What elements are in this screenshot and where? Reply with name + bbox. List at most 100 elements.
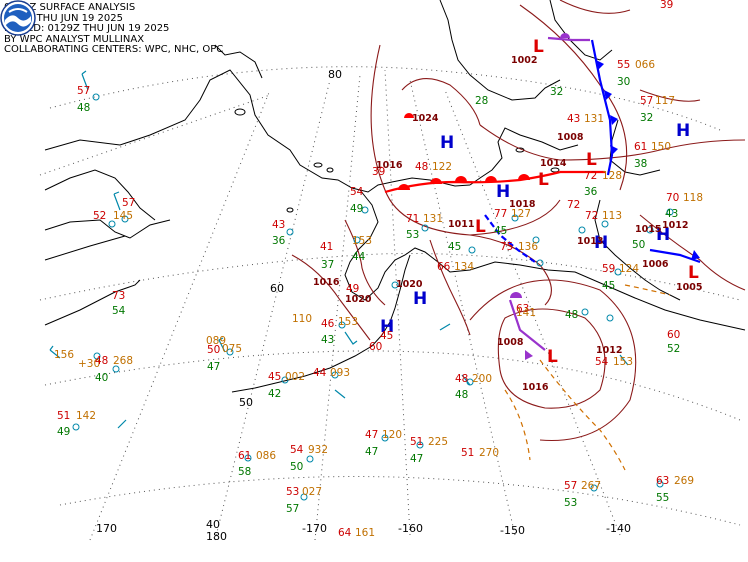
station: 51 49 142 — [57, 410, 96, 438]
svg-text:45: 45 — [494, 225, 507, 237]
station: 72 43 113 — [585, 208, 678, 222]
station: 55 30 066 — [617, 59, 655, 88]
svg-text:110: 110 — [292, 313, 312, 325]
svg-text:45: 45 — [268, 371, 281, 383]
svg-text:73: 73 — [112, 290, 125, 302]
station: 60 52 — [667, 329, 680, 355]
low-center-value: 1014 — [540, 158, 567, 169]
pressure-centers: L 1002 H 1024 L 1008 L 1014 1018 H L 101… — [345, 37, 702, 367]
station: 54 153 — [595, 356, 633, 368]
lon-label-m160: -160 — [398, 522, 423, 535]
station: 156 +30 — [54, 349, 100, 370]
svg-text:37: 37 — [321, 259, 334, 271]
lat-label-40: 40 — [206, 518, 220, 531]
header-analyst: BY WPC ANALYST MULLINAX — [4, 33, 145, 45]
coastline — [44, 0, 746, 393]
svg-text:47: 47 — [365, 429, 378, 441]
svg-text:40: 40 — [95, 372, 108, 384]
low-center-value: 1011 — [448, 219, 474, 230]
station: 37 — [321, 259, 334, 271]
station: 51 47 225 — [410, 436, 448, 465]
grid-labels: 80 60 50 40 170 180 -170 -160 -150 -140 — [96, 68, 631, 543]
high-center-value: 1012 — [662, 220, 688, 231]
svg-text:42: 42 — [268, 388, 281, 400]
high-center: H — [594, 233, 608, 253]
isobar-label: 1016 — [376, 160, 403, 171]
station: 75 136 — [500, 241, 538, 253]
station: 72 128 — [584, 170, 622, 182]
svg-text:51: 51 — [410, 436, 423, 448]
svg-text:47: 47 — [410, 453, 423, 465]
station: 39 — [660, 0, 673, 11]
isobars — [291, 0, 746, 442]
high-center-value: 1015 — [635, 224, 661, 235]
cold-front-3 — [649, 248, 701, 264]
svg-text:161: 161 — [355, 527, 375, 539]
svg-text:225: 225 — [428, 436, 448, 448]
station: 54 49 — [350, 186, 364, 215]
svg-text:36: 36 — [272, 235, 286, 247]
lon-label-180: 180 — [206, 530, 227, 543]
troughs — [504, 284, 671, 471]
station: 50 47 075 — [207, 343, 242, 373]
svg-text:41: 41 — [320, 241, 333, 253]
svg-text:54: 54 — [112, 305, 126, 317]
lon-label-170: 170 — [96, 522, 117, 535]
station: 54 50 932 — [290, 444, 328, 473]
svg-text:086: 086 — [256, 450, 276, 462]
low-center: L — [475, 217, 486, 237]
high-center-value: 1020 — [345, 294, 372, 305]
svg-text:45: 45 — [380, 330, 393, 342]
svg-text:57: 57 — [122, 197, 135, 209]
svg-text:43: 43 — [567, 113, 580, 125]
station: 57 53 267 — [564, 480, 601, 509]
svg-text:49: 49 — [350, 203, 363, 215]
station: 63 141 — [516, 303, 536, 319]
station: 48 122 — [415, 161, 452, 173]
svg-text:75: 75 — [500, 241, 513, 253]
svg-text:49: 49 — [346, 283, 359, 295]
noaa-logo-icon — [0, 0, 36, 36]
svg-text:61: 61 — [238, 450, 251, 462]
svg-text:60: 60 — [667, 329, 680, 341]
svg-text:50: 50 — [632, 239, 645, 251]
svg-text:32: 32 — [640, 112, 653, 124]
svg-text:48: 48 — [77, 102, 90, 114]
station: 45 — [448, 241, 461, 253]
svg-text:002: 002 — [285, 371, 305, 383]
svg-text:269: 269 — [674, 475, 694, 487]
svg-text:32: 32 — [550, 86, 563, 98]
low-center-value: 1006 — [642, 259, 669, 270]
wind-barbs — [49, 70, 629, 429]
low-center-value: 1002 — [511, 55, 537, 66]
svg-text:60: 60 — [369, 341, 382, 353]
svg-text:50: 50 — [290, 461, 303, 473]
svg-text:+30: +30 — [78, 358, 100, 370]
svg-text:50: 50 — [207, 344, 220, 356]
svg-text:63: 63 — [656, 475, 669, 487]
svg-text:45: 45 — [602, 280, 615, 292]
svg-text:51: 51 — [57, 410, 70, 422]
lat-label-80: 80 — [328, 68, 342, 81]
svg-text:47: 47 — [365, 446, 378, 458]
svg-text:54: 54 — [350, 186, 364, 198]
station: 61 58 086 — [238, 450, 276, 478]
station: 64 161 — [338, 527, 375, 539]
svg-text:093: 093 — [330, 367, 350, 379]
svg-text:153: 153 — [613, 356, 633, 368]
svg-text:47: 47 — [207, 361, 220, 373]
station: 57 — [122, 197, 135, 209]
svg-text:72: 72 — [585, 210, 598, 222]
svg-text:52: 52 — [93, 210, 106, 222]
svg-text:48: 48 — [415, 161, 428, 173]
svg-text:58: 58 — [238, 466, 251, 478]
isobar-label: 1016 — [313, 277, 340, 288]
low-center: L — [538, 170, 549, 190]
svg-text:153: 153 — [352, 235, 372, 247]
svg-text:38: 38 — [634, 158, 647, 170]
high-center: H — [676, 121, 690, 141]
svg-text:71: 71 — [406, 213, 419, 225]
svg-text:153: 153 — [338, 316, 358, 328]
station: 45 — [380, 330, 393, 342]
